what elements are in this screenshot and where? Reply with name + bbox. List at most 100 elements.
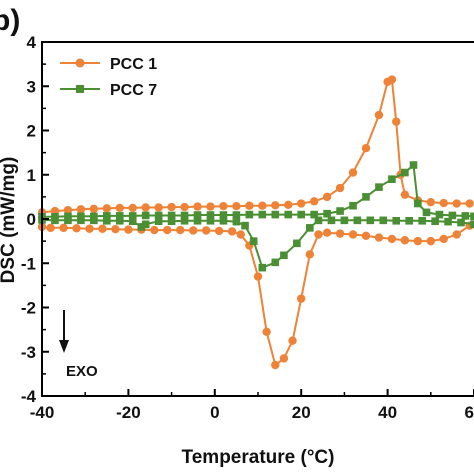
data-point bbox=[115, 212, 124, 220]
data-point bbox=[89, 204, 99, 214]
axis-ticks bbox=[41, 41, 474, 397]
data-point bbox=[76, 205, 86, 214]
x-tick-label: 20 bbox=[292, 403, 311, 422]
data-point bbox=[232, 201, 241, 211]
data-point bbox=[361, 144, 371, 153]
data-point bbox=[375, 183, 383, 191]
data-point bbox=[374, 110, 384, 120]
data-point bbox=[422, 208, 431, 217]
data-point bbox=[258, 201, 267, 210]
data-point bbox=[271, 210, 280, 219]
data-point bbox=[63, 205, 73, 215]
legend-item-pcc7: PCC 7 bbox=[60, 82, 157, 99]
series-pcc-7 bbox=[38, 161, 474, 272]
data-point bbox=[154, 203, 163, 212]
data-point bbox=[258, 210, 267, 219]
data-point bbox=[206, 211, 215, 219]
legend-marker-pcc7 bbox=[76, 85, 84, 93]
data-point bbox=[353, 216, 362, 225]
data-point bbox=[150, 225, 159, 235]
data-point bbox=[305, 250, 315, 259]
data-point bbox=[314, 216, 323, 225]
data-point bbox=[470, 220, 474, 229]
data-point bbox=[435, 210, 444, 219]
data-point bbox=[137, 223, 146, 231]
data-point bbox=[64, 212, 72, 221]
data-point bbox=[309, 197, 319, 206]
data-point bbox=[271, 258, 280, 267]
data-point bbox=[452, 199, 461, 208]
data-point bbox=[387, 75, 397, 84]
data-point bbox=[314, 230, 323, 239]
data-point bbox=[413, 236, 423, 246]
data-point bbox=[340, 216, 349, 225]
data-point bbox=[154, 217, 163, 226]
data-point bbox=[400, 236, 410, 245]
data-point bbox=[349, 201, 357, 210]
y-tick-label: 2 bbox=[27, 122, 36, 141]
data-point bbox=[180, 202, 189, 212]
data-point bbox=[392, 117, 401, 126]
data-point bbox=[103, 216, 111, 225]
data-point bbox=[322, 192, 332, 202]
data-point bbox=[335, 229, 345, 238]
data-point bbox=[236, 230, 245, 239]
data-point bbox=[444, 217, 452, 226]
x-tick-label: 60 bbox=[465, 403, 474, 422]
series-line bbox=[41, 218, 474, 270]
exo-label: EXO bbox=[66, 363, 98, 380]
data-point bbox=[253, 272, 263, 281]
x-tick-label: 0 bbox=[210, 403, 219, 422]
data-point bbox=[426, 236, 435, 246]
data-point bbox=[348, 168, 358, 177]
data-point bbox=[271, 360, 280, 370]
plot-lines bbox=[37, 75, 474, 370]
data-point bbox=[167, 211, 176, 220]
data-point bbox=[258, 263, 267, 272]
data-point bbox=[167, 202, 176, 212]
legend-label-pcc1: PCC 1 bbox=[110, 56, 157, 73]
y-tick-label: 0 bbox=[27, 210, 36, 229]
y-tick-label: 4 bbox=[27, 33, 37, 52]
data-point bbox=[388, 175, 396, 183]
y-tick-label: -2 bbox=[21, 299, 36, 318]
data-point bbox=[46, 223, 55, 233]
data-point bbox=[457, 218, 465, 227]
data-point bbox=[51, 216, 59, 225]
data-point bbox=[90, 212, 98, 221]
x-tick-label: -20 bbox=[116, 403, 141, 422]
data-point bbox=[85, 224, 94, 233]
data-point bbox=[322, 228, 332, 237]
data-point bbox=[98, 224, 107, 233]
data-point bbox=[400, 190, 410, 199]
data-point bbox=[405, 216, 413, 225]
y-tick-label: -1 bbox=[21, 254, 36, 273]
data-point bbox=[409, 161, 418, 169]
data-point bbox=[141, 211, 150, 220]
data-point bbox=[392, 216, 401, 225]
data-point bbox=[189, 226, 198, 235]
data-point bbox=[141, 203, 150, 212]
data-point bbox=[154, 211, 163, 220]
data-point bbox=[262, 327, 271, 337]
x-tick-label: 40 bbox=[378, 403, 397, 422]
data-point bbox=[448, 211, 457, 220]
data-point bbox=[271, 201, 280, 210]
data-point bbox=[348, 230, 358, 239]
legend-label-pcc7: PCC 7 bbox=[110, 82, 157, 99]
data-point bbox=[201, 226, 211, 235]
y-tick-label: 1 bbox=[27, 166, 36, 185]
data-point bbox=[362, 193, 370, 201]
data-point bbox=[128, 217, 137, 226]
data-point bbox=[77, 216, 85, 225]
data-point bbox=[461, 212, 470, 220]
data-point bbox=[297, 210, 305, 219]
data-point bbox=[249, 237, 258, 245]
data-point bbox=[128, 203, 137, 213]
y-tick-labels: -4 -3 -2 -1 0 1 2 3 4 bbox=[21, 33, 37, 406]
data-point bbox=[206, 202, 215, 211]
data-point bbox=[128, 212, 137, 220]
data-point bbox=[111, 224, 120, 234]
y-tick-label: -4 bbox=[21, 387, 37, 406]
data-point bbox=[439, 234, 448, 244]
